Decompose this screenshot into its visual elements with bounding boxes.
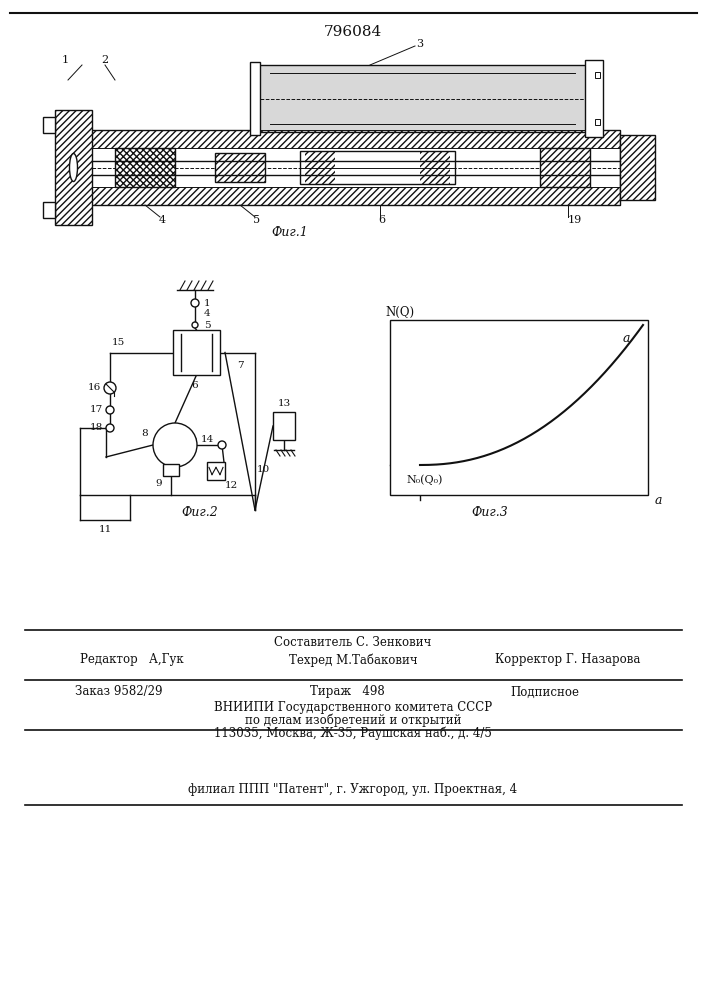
Bar bbox=[273, 412, 295, 440]
Text: 10: 10 bbox=[257, 466, 269, 475]
Bar bbox=[55, 110, 92, 225]
Text: 13: 13 bbox=[277, 399, 291, 408]
Text: 8: 8 bbox=[141, 428, 148, 438]
Text: Подписное: Подписное bbox=[510, 686, 579, 698]
Bar bbox=[620, 135, 655, 200]
Bar bbox=[305, 151, 335, 184]
Circle shape bbox=[191, 299, 199, 307]
Bar bbox=[115, 148, 175, 187]
Bar bbox=[90, 130, 620, 148]
Text: 2: 2 bbox=[101, 55, 109, 65]
Text: Техред М.Табакович: Техред М.Табакович bbox=[288, 653, 417, 667]
Text: 796084: 796084 bbox=[324, 25, 382, 39]
Text: 12: 12 bbox=[224, 481, 238, 489]
Circle shape bbox=[218, 441, 226, 449]
Bar bbox=[215, 153, 265, 182]
Text: Корректор Г. Назарова: Корректор Г. Назарова bbox=[495, 654, 640, 666]
Bar bbox=[215, 153, 265, 182]
Text: 14: 14 bbox=[200, 436, 214, 444]
Text: 5: 5 bbox=[253, 215, 261, 225]
Text: 11: 11 bbox=[98, 526, 112, 534]
Bar bbox=[390, 320, 648, 495]
Text: 7: 7 bbox=[237, 360, 243, 369]
Text: a: a bbox=[654, 493, 662, 506]
Text: Заказ 9582/29: Заказ 9582/29 bbox=[75, 686, 163, 698]
Text: ВНИИПИ Государственного комитета СССР: ВНИИПИ Государственного комитета СССР bbox=[214, 700, 492, 714]
Ellipse shape bbox=[69, 153, 78, 182]
Bar bbox=[540, 148, 590, 187]
Text: 18: 18 bbox=[89, 424, 103, 432]
Text: 6: 6 bbox=[378, 215, 385, 225]
Text: 4: 4 bbox=[204, 308, 210, 318]
Text: N₀(Q₀): N₀(Q₀) bbox=[407, 475, 443, 485]
Text: 19: 19 bbox=[568, 215, 582, 225]
Text: Составитель С. Зенкович: Составитель С. Зенкович bbox=[274, 637, 432, 650]
Bar bbox=[173, 330, 220, 375]
Bar bbox=[55, 110, 92, 225]
Bar bbox=[207, 462, 225, 480]
Text: 5: 5 bbox=[204, 320, 210, 330]
Text: d₀: d₀ bbox=[188, 436, 198, 444]
Bar bbox=[163, 464, 179, 476]
Bar bbox=[250, 62, 260, 135]
Bar bbox=[43, 117, 55, 133]
Bar bbox=[620, 135, 655, 200]
Text: 3: 3 bbox=[416, 39, 423, 49]
Bar bbox=[90, 187, 620, 205]
Text: 1: 1 bbox=[62, 55, 69, 65]
Text: 1: 1 bbox=[204, 298, 210, 308]
Bar bbox=[255, 65, 590, 132]
Text: 4: 4 bbox=[158, 215, 165, 225]
Text: Тираж   498: Тираж 498 bbox=[310, 686, 385, 698]
Bar bbox=[115, 148, 175, 187]
Circle shape bbox=[106, 406, 114, 414]
Bar bbox=[595, 72, 600, 78]
Bar bbox=[540, 148, 590, 187]
Text: a: a bbox=[622, 332, 630, 344]
Text: 6: 6 bbox=[192, 380, 198, 389]
Text: N(Q): N(Q) bbox=[385, 306, 414, 318]
Circle shape bbox=[106, 424, 114, 432]
Text: 16: 16 bbox=[88, 383, 100, 392]
Circle shape bbox=[104, 382, 116, 394]
Text: Редактор   А,Гук: Редактор А,Гук bbox=[80, 654, 184, 666]
Text: по делам изобретений и открытий: по делам изобретений и открытий bbox=[245, 713, 461, 727]
Text: Фиг.1: Фиг.1 bbox=[271, 226, 308, 238]
Text: 9: 9 bbox=[156, 480, 163, 488]
Bar bbox=[595, 119, 600, 125]
Bar bbox=[420, 151, 450, 184]
Text: филиал ППП "Патент", г. Ужгород, ул. Проектная, 4: филиал ППП "Патент", г. Ужгород, ул. Про… bbox=[189, 784, 518, 796]
Text: 15: 15 bbox=[112, 338, 124, 347]
Bar bbox=[43, 202, 55, 218]
Bar bbox=[585, 60, 603, 137]
Circle shape bbox=[153, 423, 197, 467]
Text: Фиг.2: Фиг.2 bbox=[182, 506, 218, 518]
Text: 17: 17 bbox=[89, 406, 103, 414]
Bar bbox=[300, 151, 455, 184]
Circle shape bbox=[192, 322, 198, 328]
Bar bbox=[90, 130, 620, 205]
Text: Фиг.3: Фиг.3 bbox=[472, 506, 508, 518]
Text: 113035, Москва, Ж-35, Раушская наб., д. 4/5: 113035, Москва, Ж-35, Раушская наб., д. … bbox=[214, 726, 492, 740]
